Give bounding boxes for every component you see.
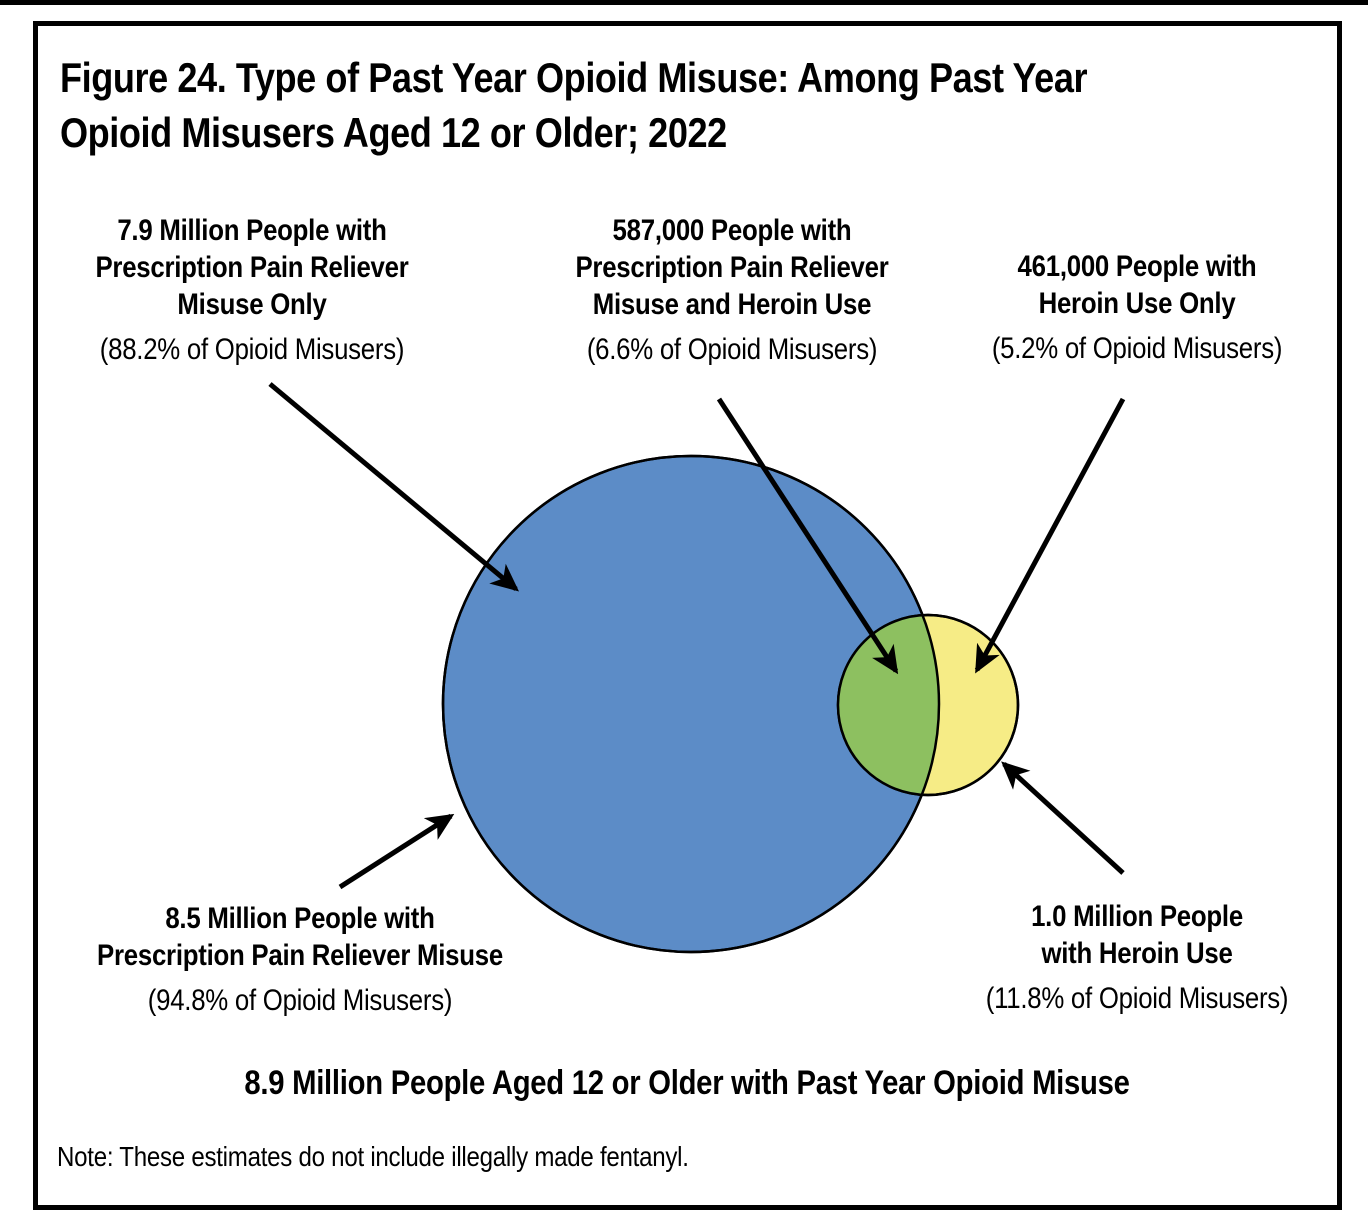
- label-line: Misuse and Heroin Use: [592, 288, 872, 321]
- label-percent: (88.2% of Opioid Misusers): [99, 333, 405, 366]
- arrow-heroin-only: [974, 397, 1126, 674]
- label-percent: (5.2% of Opioid Misusers): [991, 332, 1283, 365]
- label-prescription-total: 8.5 Million People with Prescription Pai…: [94, 900, 507, 1019]
- label-line: Prescription Pain Reliever: [95, 251, 409, 284]
- arrow-prescription-only: [268, 382, 520, 592]
- label-line: 8.5 Million People with: [165, 902, 435, 935]
- figure-note: Note: These estimates do not include ill…: [57, 1141, 689, 1172]
- label-line: Heroin Use Only: [1038, 287, 1236, 320]
- figure-title: Figure 24. Type of Past Year Opioid Misu…: [60, 50, 1088, 160]
- arrow-prescription-total: [338, 813, 455, 890]
- label-overlap: 587,000 People with Prescription Pain Re…: [560, 212, 904, 368]
- prescription-circle-outline: [441, 454, 941, 954]
- label-line: 1.0 Million People: [1031, 900, 1243, 933]
- figure-title-line: Figure 24. Type of Past Year Opioid Misu…: [60, 54, 1088, 101]
- label-line: Prescription Pain Reliever: [575, 251, 889, 284]
- label-line: 461,000 People with: [1017, 250, 1257, 283]
- arrow-overlap: [716, 397, 899, 675]
- label-line: with Heroin Use: [1041, 937, 1233, 970]
- label-line: 587,000 People with: [612, 214, 852, 247]
- label-heroin-total: 1.0 Million People with Heroin Use (11.8…: [974, 898, 1301, 1017]
- heroin-circle-outline: [836, 613, 1020, 797]
- total-label: 8.9 Million People Aged 12 or Older with…: [244, 1064, 1130, 1102]
- label-heroin-only: 461,000 People with Heroin Use Only (5.2…: [982, 248, 1292, 367]
- label-line: Prescription Pain Reliever Misuse: [97, 939, 503, 972]
- label-line: Misuse Only: [177, 288, 327, 321]
- figure-title-line: Opioid Misusers Aged 12 or Older; 2022: [60, 109, 727, 156]
- label-line: 7.9 Million People with: [117, 214, 387, 247]
- label-prescription-only: 7.9 Million People with Prescription Pai…: [80, 212, 424, 368]
- label-percent: (6.6% of Opioid Misusers): [586, 333, 878, 366]
- label-percent: (11.8% of Opioid Misusers): [985, 982, 1289, 1015]
- callout-arrows: [268, 382, 1126, 890]
- top-rule: [0, 0, 1368, 5]
- arrow-heroin-total: [1001, 761, 1125, 875]
- label-percent: (94.8% of Opioid Misusers): [147, 984, 453, 1017]
